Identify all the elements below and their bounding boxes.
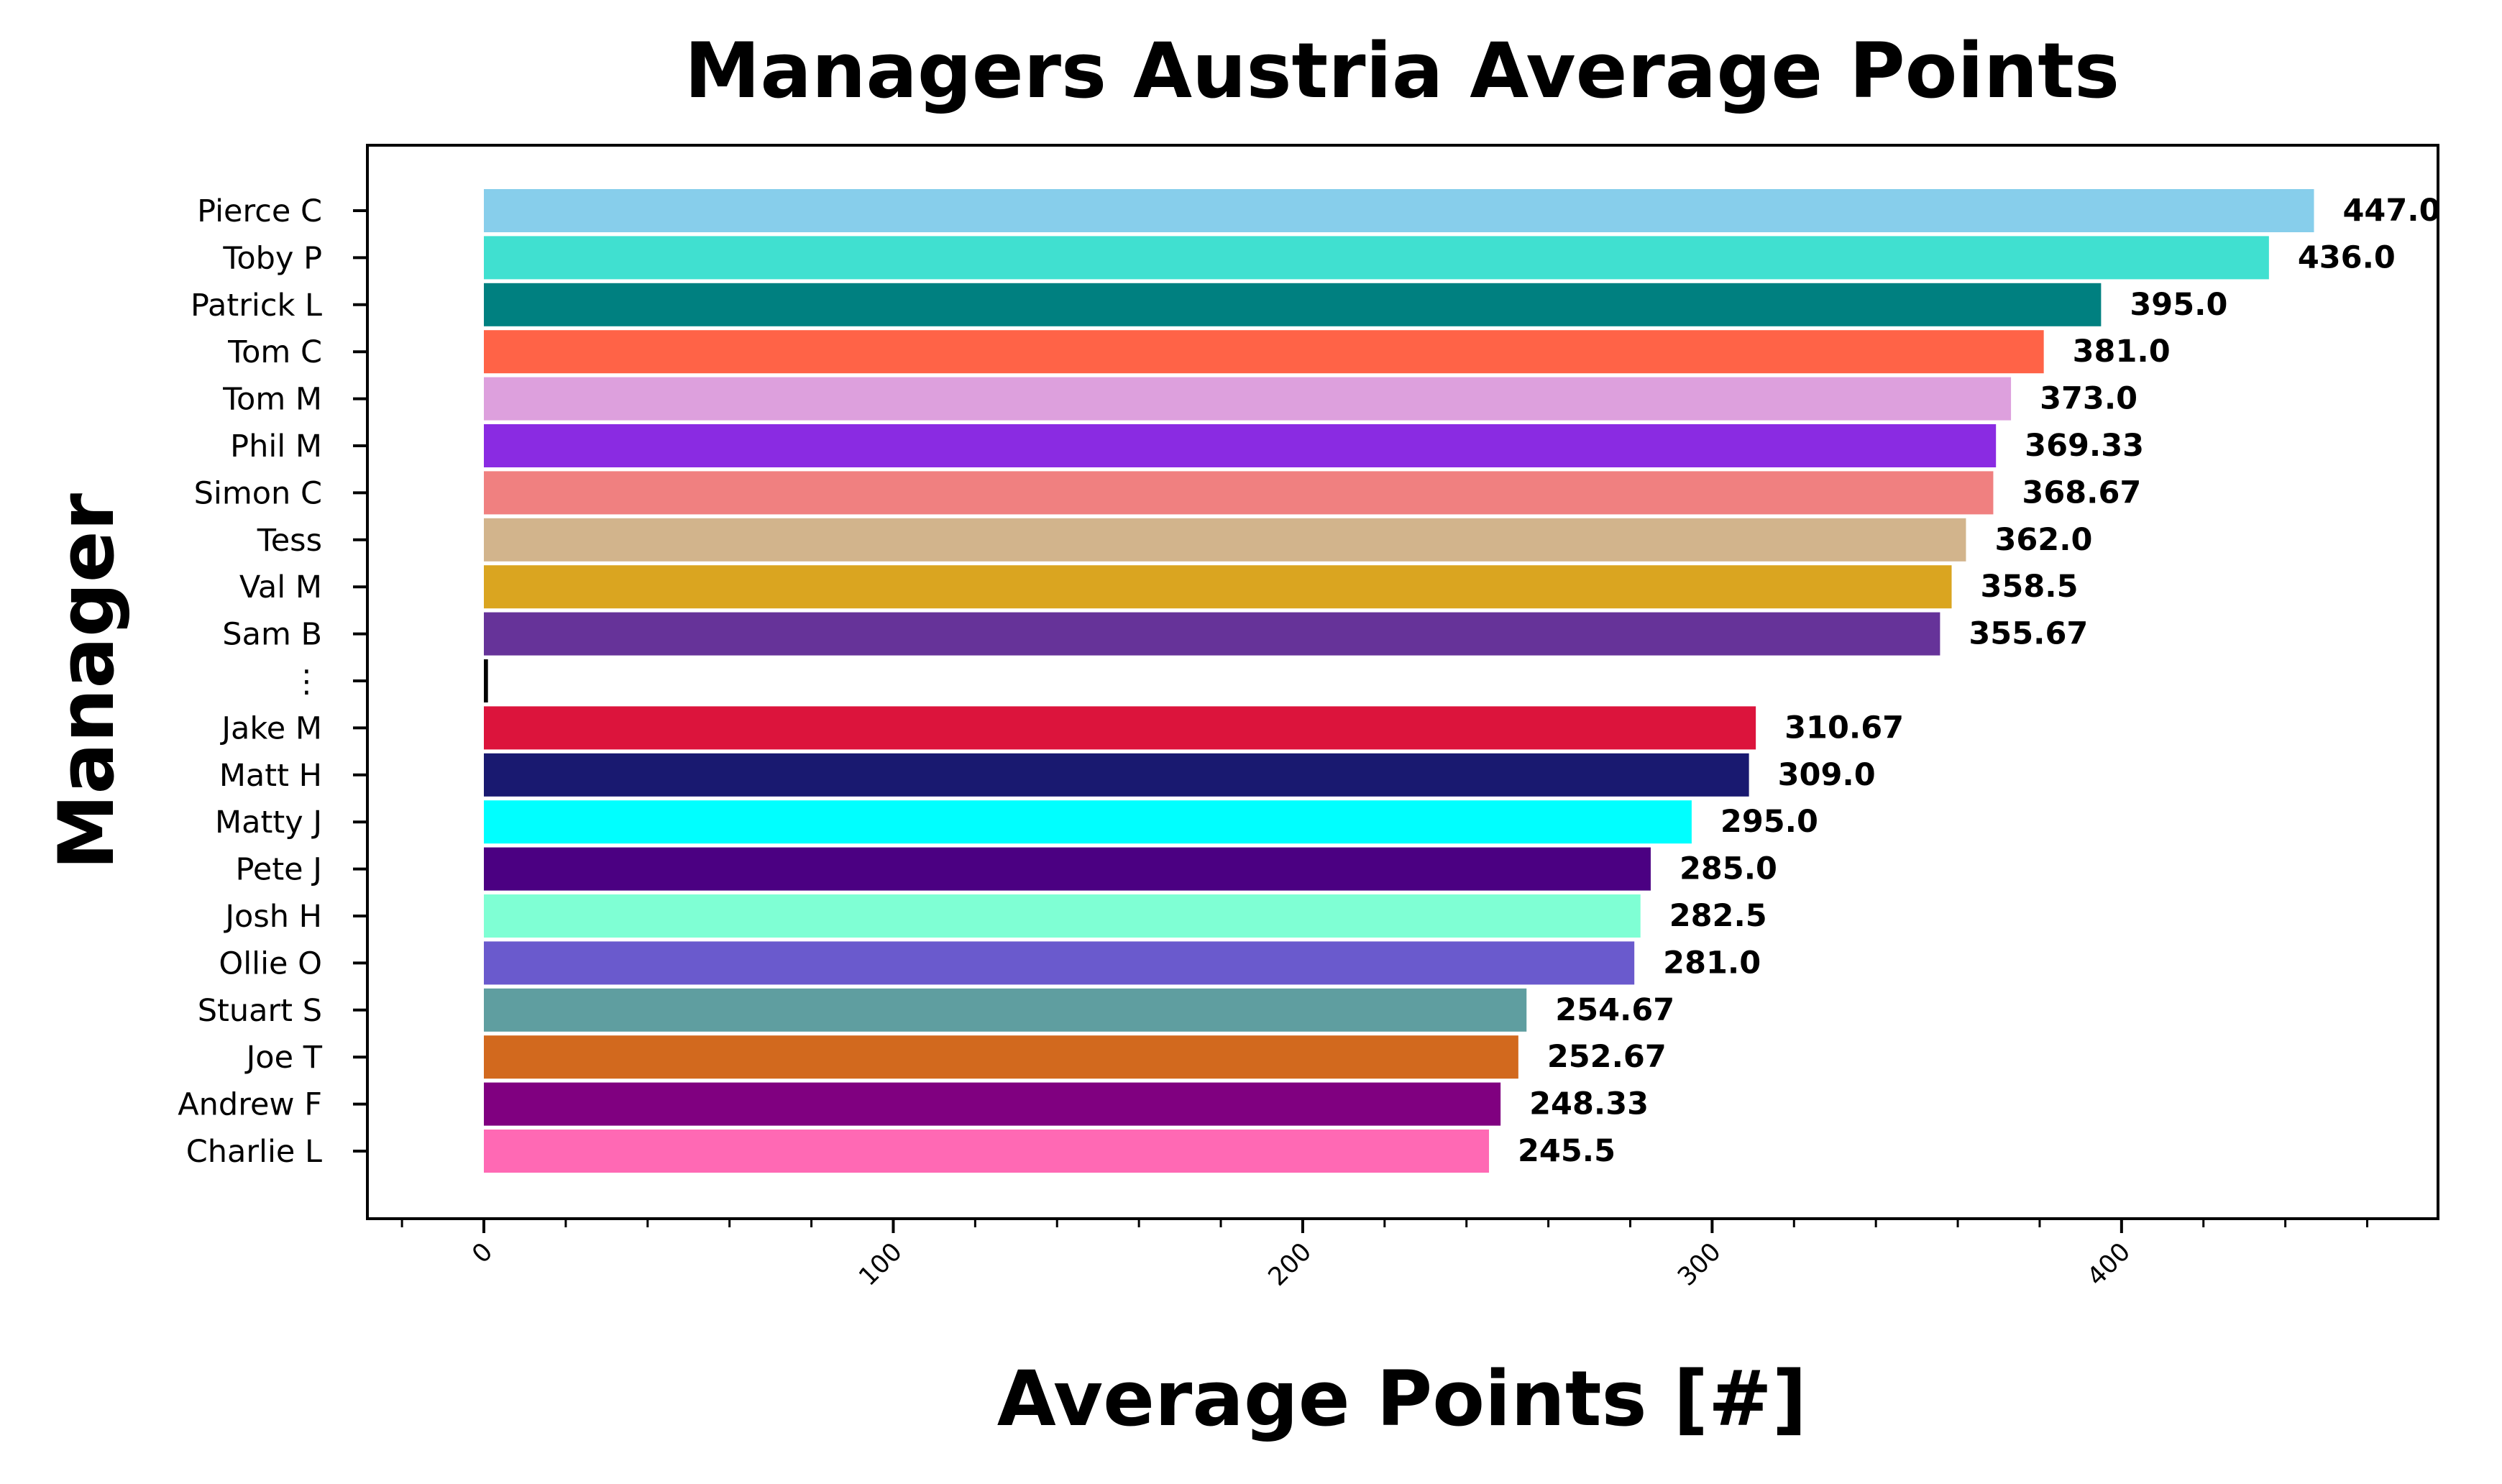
data-label: 295.0 bbox=[1720, 804, 1818, 840]
y-tick-label: ⋮ bbox=[291, 664, 322, 700]
x-axis: 0 100 200 300 400 bbox=[400, 1219, 2369, 1292]
y-tick-label: Matt H bbox=[219, 758, 322, 794]
x-tick-label: 200 bbox=[1263, 1237, 1318, 1292]
y-tick-label: Sam B bbox=[222, 617, 322, 653]
y-tick-label: Pierce C bbox=[197, 193, 322, 229]
y-tick-labels: Pierce C Toby P Patrick L Tom C Tom M Phil M S… bbox=[178, 193, 367, 1170]
data-label: 362.0 bbox=[1994, 522, 2092, 558]
y-tick-label: Josh H bbox=[223, 899, 322, 935]
y-tick-label: Ollie O bbox=[219, 945, 322, 981]
data-label: 285.0 bbox=[1680, 851, 1777, 887]
data-label: 395.0 bbox=[2130, 287, 2227, 323]
data-label: 281.0 bbox=[1663, 945, 1761, 981]
data-label: 254.67 bbox=[1555, 992, 1674, 1028]
bar bbox=[484, 471, 1994, 515]
y-tick-label: Tom M bbox=[222, 382, 322, 418]
bar bbox=[484, 659, 488, 702]
bar bbox=[484, 330, 2044, 374]
bar bbox=[484, 565, 1952, 609]
x-tick-label: 300 bbox=[1672, 1237, 1727, 1292]
y-tick-label: Pete J bbox=[235, 852, 322, 888]
bar bbox=[484, 847, 1651, 891]
bar bbox=[484, 424, 1997, 467]
x-tick-label: 0 bbox=[467, 1237, 498, 1269]
y-tick-label: Matty J bbox=[215, 805, 322, 841]
data-label: 252.67 bbox=[1547, 1039, 1667, 1075]
data-label: 310.67 bbox=[1784, 710, 1904, 746]
y-tick-label: Jake M bbox=[219, 710, 322, 746]
data-label: 248.33 bbox=[1529, 1086, 1649, 1122]
data-label: 358.5 bbox=[1981, 569, 2079, 605]
data-label: 309.0 bbox=[1778, 757, 1876, 793]
y-tick-label: Phil M bbox=[230, 429, 322, 464]
y-tick-label: Tom C bbox=[227, 334, 322, 370]
y-tick-label: Simon C bbox=[194, 475, 322, 511]
data-label: 282.5 bbox=[1669, 898, 1767, 934]
y-tick-label: Joe T bbox=[244, 1040, 323, 1076]
y-tick-label: Toby P bbox=[222, 240, 322, 276]
y-tick-label: Patrick L bbox=[191, 288, 322, 324]
bar bbox=[484, 518, 1966, 562]
data-label: 369.33 bbox=[2025, 428, 2144, 464]
x-tick-label: 400 bbox=[2082, 1237, 2137, 1292]
bar bbox=[484, 753, 1749, 797]
x-axis-label: Average Points [#] bbox=[997, 1355, 1807, 1443]
bar bbox=[484, 941, 1635, 985]
bar bbox=[484, 283, 2102, 326]
data-label: 373.0 bbox=[2040, 381, 2137, 417]
bars-group bbox=[484, 189, 2314, 1173]
y-tick-label: Tess bbox=[257, 523, 322, 559]
data-label: 381.0 bbox=[2073, 334, 2171, 370]
plot-frame bbox=[366, 144, 2439, 1220]
value-labels: 447.0 436.0 395.0 381.0 373.0 369.33 368.67 362… bbox=[1518, 193, 2440, 1169]
data-label: 436.0 bbox=[2298, 239, 2396, 275]
data-label: 355.67 bbox=[1969, 616, 2088, 652]
bar bbox=[484, 894, 1641, 938]
y-tick-label: Charlie L bbox=[186, 1134, 322, 1170]
chart-title: Managers Austria Average Points bbox=[684, 27, 2120, 115]
bar bbox=[484, 612, 1940, 656]
data-label: 245.5 bbox=[1518, 1133, 1616, 1169]
bar bbox=[484, 988, 1527, 1032]
y-axis-label: Manager bbox=[42, 493, 131, 870]
bar bbox=[484, 800, 1692, 844]
bar bbox=[484, 377, 2012, 421]
bar bbox=[484, 1035, 1518, 1079]
y-tick-label: Andrew F bbox=[178, 1087, 322, 1123]
bar bbox=[484, 1130, 1490, 1173]
data-label: 368.67 bbox=[2022, 475, 2141, 510]
bar bbox=[484, 189, 2314, 232]
x-tick-label: 100 bbox=[853, 1237, 908, 1292]
bar bbox=[484, 706, 1756, 750]
y-tick-label: Val M bbox=[239, 569, 322, 605]
y-tick-label: Stuart S bbox=[198, 993, 322, 1029]
bar bbox=[484, 1082, 1501, 1126]
bar bbox=[484, 236, 2269, 280]
data-label: 447.0 bbox=[2342, 193, 2440, 229]
